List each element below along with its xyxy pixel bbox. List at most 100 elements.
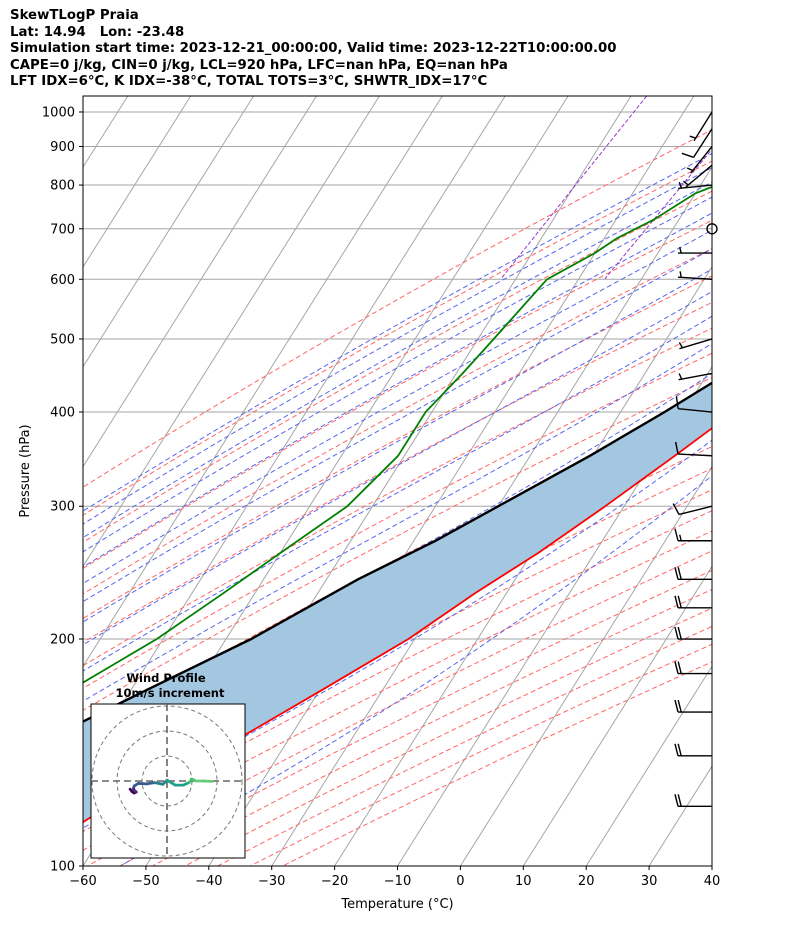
dry-adiabat bbox=[119, 569, 712, 866]
dewpoint-line bbox=[83, 185, 712, 684]
wind-barb bbox=[675, 396, 713, 413]
location-line: Lat: 14.94 Lon: -23.48 bbox=[10, 24, 185, 40]
dry-adiabat bbox=[83, 301, 712, 643]
isotherm-line bbox=[83, 96, 317, 468]
y-tick-label: 500 bbox=[50, 332, 75, 347]
wind-barb bbox=[672, 503, 713, 516]
y-tick-label: 700 bbox=[50, 222, 75, 237]
temperature-line bbox=[83, 427, 712, 824]
isotherm-line bbox=[0, 96, 2, 866]
dry-adiabat bbox=[249, 643, 712, 866]
moist-adiabat bbox=[83, 248, 712, 603]
y-tick-label: 900 bbox=[50, 140, 75, 155]
wind-barb bbox=[706, 223, 718, 235]
parcel-line bbox=[83, 381, 712, 723]
x-tick-label: −20 bbox=[321, 874, 348, 889]
x-axis-label: Temperature (°C) bbox=[340, 897, 453, 912]
wind-barb bbox=[678, 271, 713, 280]
x-tick-label: −50 bbox=[132, 874, 159, 889]
inset-subtitle: 10m/s increment bbox=[116, 686, 225, 700]
wind-barb bbox=[689, 111, 713, 142]
isotherm-line bbox=[83, 96, 255, 368]
y-tick-label: 200 bbox=[50, 633, 75, 648]
dry-adiabat bbox=[83, 160, 712, 516]
moist-adiabat bbox=[83, 268, 712, 623]
chart-title: SkewTLogP Praia bbox=[10, 8, 139, 23]
dry-adiabat bbox=[282, 661, 712, 866]
wind-barb bbox=[678, 182, 713, 190]
wind-barb bbox=[674, 626, 712, 640]
x-tick-label: −60 bbox=[69, 874, 96, 889]
dry-adiabat bbox=[83, 327, 712, 667]
isotherm-line bbox=[83, 96, 380, 568]
x-tick-label: −30 bbox=[258, 874, 285, 889]
dry-adiabat bbox=[87, 550, 712, 866]
y-tick-label: 600 bbox=[50, 273, 75, 288]
y-tick-label: 400 bbox=[50, 406, 75, 421]
dry-adiabat bbox=[152, 588, 712, 866]
axes: −60 −50 −40 −30 −20 −10 0 10 20 30 40 100 200 300 400 5… bbox=[18, 95, 721, 912]
y-tick-label: 1000 bbox=[42, 105, 75, 120]
wind-barbs bbox=[672, 111, 718, 807]
inset-title: Wind Profile bbox=[126, 671, 206, 685]
wind-profile-inset: Wind Profile 10m/s increment bbox=[90, 671, 246, 859]
isotherm-line bbox=[208, 96, 695, 866]
wind-barb bbox=[686, 146, 713, 174]
wind-barb bbox=[674, 743, 712, 757]
wind-barb bbox=[674, 567, 712, 581]
dry-adiabat bbox=[83, 248, 712, 595]
y-axis-label: Pressure (hPa) bbox=[18, 424, 33, 517]
y-tick-label: 100 bbox=[50, 860, 75, 875]
x-tick-label: 30 bbox=[641, 874, 658, 889]
wind-barb bbox=[681, 128, 713, 158]
moist-adiabat bbox=[83, 439, 712, 829]
x-tick-label: 40 bbox=[704, 874, 721, 889]
wind-barb bbox=[678, 246, 712, 254]
isotherm-line bbox=[271, 166, 712, 866]
wind-barb bbox=[674, 699, 712, 713]
wind-barb bbox=[674, 794, 712, 807]
x-tick-label: −40 bbox=[195, 874, 222, 889]
wind-barb bbox=[674, 441, 713, 457]
dry-adiabat bbox=[217, 625, 712, 866]
moist-adiabat bbox=[83, 166, 712, 525]
x-tick-label: −10 bbox=[384, 874, 411, 889]
isotherm-line bbox=[83, 96, 192, 268]
moist-adiabat bbox=[83, 315, 712, 672]
dry-adiabat bbox=[83, 219, 712, 569]
wind-barb bbox=[678, 338, 713, 350]
wind-barb bbox=[682, 164, 713, 188]
dry-adiabat bbox=[83, 376, 712, 711]
wind-barb bbox=[674, 595, 712, 609]
y-tick-label: 800 bbox=[50, 179, 75, 194]
dry-adiabat bbox=[83, 275, 712, 620]
x-tick-label: 0 bbox=[456, 874, 464, 889]
isotherm-line bbox=[711, 865, 712, 866]
index-line: LFT IDX=6°C, K IDX=-38°C, TOTAL TOTS=3°C… bbox=[10, 74, 488, 90]
title-block: SkewTLogP Praia Lat: 14.94 Lon: -23.48 S… bbox=[10, 8, 617, 91]
time-line: Simulation start time: 2023-12-21_00:00:… bbox=[10, 41, 617, 57]
wind-barb bbox=[674, 528, 712, 542]
dry-adiabat bbox=[83, 352, 712, 689]
moist-adiabat bbox=[83, 212, 712, 568]
isotherm-line bbox=[522, 565, 712, 866]
moist-adiabat bbox=[83, 229, 712, 585]
isotherm-line bbox=[585, 665, 712, 866]
wind-barb bbox=[678, 372, 713, 381]
x-tick-label: 10 bbox=[515, 874, 532, 889]
mixing-ratio-line bbox=[500, 96, 648, 280]
dry-adiabat bbox=[83, 190, 712, 543]
isotherm-line bbox=[459, 465, 712, 866]
isotherm-line bbox=[648, 765, 712, 866]
y-tick-label: 300 bbox=[50, 500, 75, 515]
moist-adiabat bbox=[83, 196, 712, 553]
dry-adiabat bbox=[83, 129, 712, 488]
moist-adiabat bbox=[83, 290, 712, 646]
hodograph-segment bbox=[165, 778, 177, 787]
wind-barb bbox=[674, 661, 712, 675]
inset-clip-group bbox=[91, 704, 245, 858]
moist-adiabat bbox=[83, 342, 712, 702]
x-tick-label: 20 bbox=[578, 874, 595, 889]
cape-line: CAPE=0 j/kg, CIN=0 j/kg, LCL=920 hPa, LF… bbox=[10, 57, 508, 73]
